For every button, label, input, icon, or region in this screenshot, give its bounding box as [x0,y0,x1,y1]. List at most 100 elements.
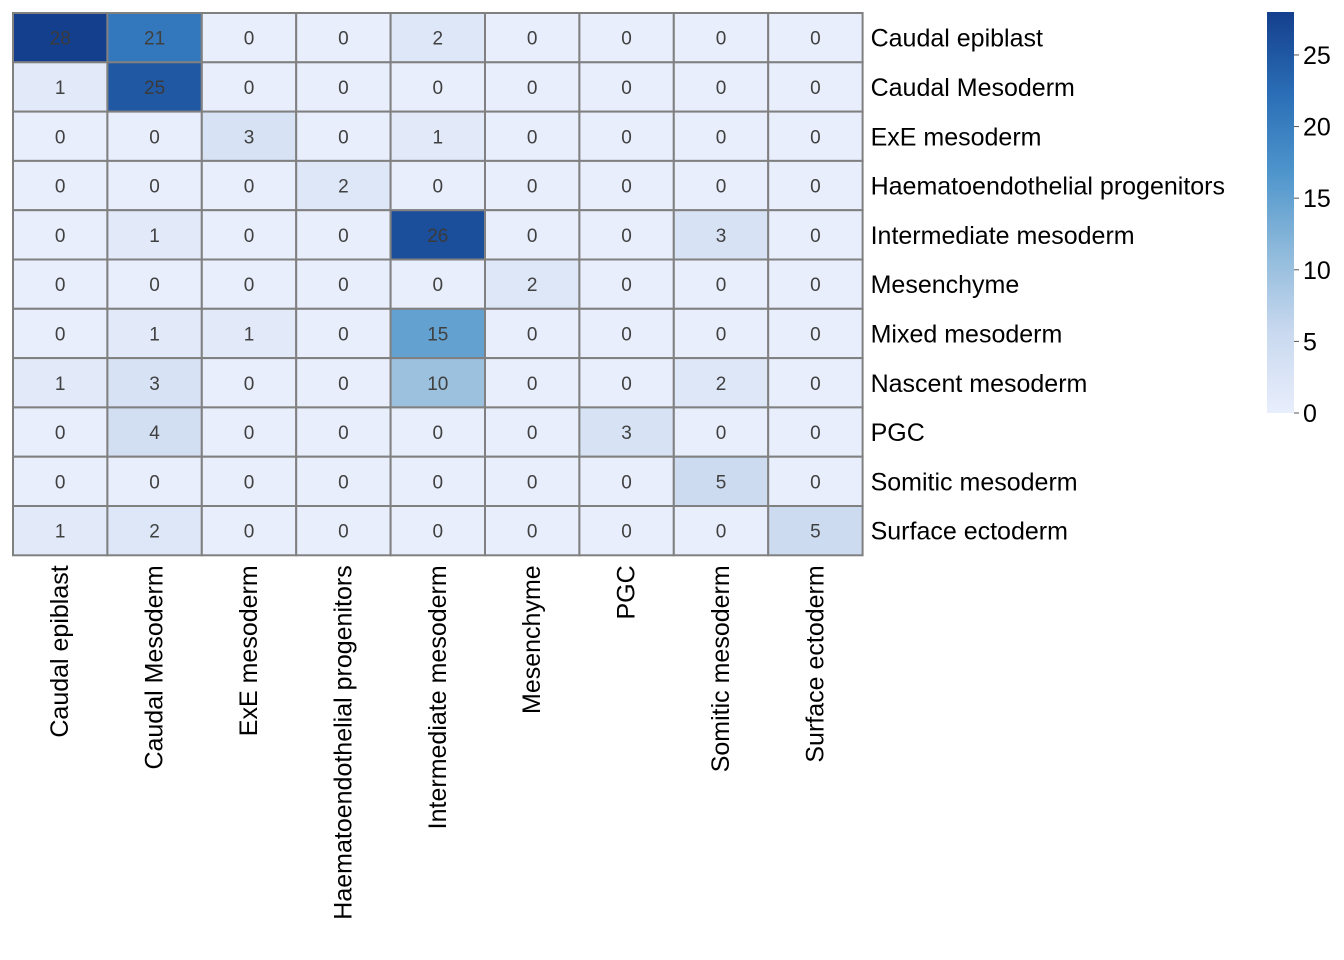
cell-value-label: 3 [621,423,632,444]
cell-value-label: 0 [149,177,160,198]
cell-value-label: 0 [527,374,538,395]
column-label: Caudal Mesoderm [141,565,169,769]
cell-value-label: 5 [716,472,727,493]
column-label: ExE mesoderm [235,565,263,736]
heatmap-cell [578,406,675,458]
heatmap-cell [672,61,770,113]
heatmap-cell [200,61,298,113]
cell-value-label: 0 [338,522,349,543]
heatmap-cell [484,505,581,557]
heatmap-cell [578,455,675,508]
column-label: Intermediate mesoderm [424,565,452,829]
cell-value-label: 0 [244,29,255,50]
cell-value-label: 0 [433,78,444,99]
heatmap-cell [12,12,109,64]
cell-value-label: 0 [621,522,632,543]
cell-value-label: 0 [621,226,632,247]
cell-value-label: 0 [244,374,255,395]
cell-value-label: 2 [433,29,444,50]
cell-value-label: 0 [433,177,444,198]
cell-value-label: 3 [716,226,727,247]
cell-value-label: 0 [338,29,349,50]
cell-value-label: 1 [149,226,160,247]
cell-value-label: 0 [621,177,632,198]
cell-value-label: 4 [149,423,160,444]
cell-value-label: 0 [244,423,255,444]
cell-value-label: 0 [55,226,66,247]
heatmap-cell [389,357,487,409]
heatmap-cell [484,209,581,261]
cell-value-label: 0 [527,29,538,50]
cell-value-label: 0 [338,324,349,345]
cell-value-label: 2 [149,522,160,543]
heatmap-cell [12,258,109,310]
cell-value-label: 0 [244,177,255,198]
cell-value-label: 0 [433,275,444,296]
cell-value-label: 1 [55,522,66,543]
cell-value-label: 0 [716,177,727,198]
heatmap-cell [12,406,109,458]
cell-value-label: 0 [149,472,160,493]
cell-value-label: 0 [716,324,727,345]
heatmap-cell [389,110,487,162]
heatmap-cell [578,505,675,557]
colorbar-tick-label: 25 [1303,42,1331,70]
heatmap-cell [295,406,392,458]
cell-value-label: 1 [55,374,66,395]
cell-value-label: 0 [527,522,538,543]
heatmap-cell [767,159,864,212]
cell-value-label: 0 [433,423,444,444]
cell-value-label: 0 [810,374,821,395]
cell-value-label: 28 [50,29,71,50]
heatmap-cell [106,12,203,64]
cell-value-label: 0 [810,275,821,296]
cell-value-label: 0 [527,127,538,148]
row-labels: Caudal epiblast Caudal Mesoderm ExE mesode… [871,25,1225,546]
cell-value-label: 0 [810,423,821,444]
row-label: Intermediate mesoderm [871,222,1135,250]
column-label: Mesenchyme [518,565,546,714]
cell-value-label: 0 [621,275,632,296]
heatmap-cell [389,61,487,113]
heatmap-cell [484,357,581,409]
cell-value-label: 1 [149,324,160,345]
cell-value-label: 0 [810,226,821,247]
heatmap-cell [106,258,203,310]
heatmap-cell [12,505,109,557]
cell-value-label: 1 [244,324,255,345]
heatmap-cell [200,406,298,458]
heatmap-cell [672,12,770,64]
heatmap-cell [389,258,487,310]
heatmap-cell [106,110,203,162]
row-label: Caudal epiblast [871,25,1043,53]
cell-value-label: 0 [716,29,727,50]
cell-value-label: 0 [716,423,727,444]
heatmap-cell [578,307,675,360]
heatmap-cell [672,258,770,310]
cell-value-label: 0 [338,127,349,148]
cell-value-label: 0 [55,472,66,493]
heatmap-cell [106,307,203,360]
heatmap-cell [106,159,203,212]
heatmap-cell [389,307,487,360]
cell-value-label: 0 [527,226,538,247]
cell-value-label: 0 [527,78,538,99]
heatmap-cell [295,455,392,508]
heatmap-cell-labels: 28 21 0 0 2 0 0 0 01 25 0 0 0 0 0 0 00 0 3 0 1 0 0 0 00 0 0 2 0 0 0 0 00… [50,29,821,543]
heatmap-cell [767,61,864,113]
cell-value-label: 0 [244,472,255,493]
colorbar-tick-label: 15 [1303,185,1331,213]
column-label: Haematoendothelial progenitors [329,565,357,919]
row-label: Mesenchyme [871,271,1020,299]
cell-value-label: 3 [149,374,160,395]
heatmap-cell [389,505,487,557]
cell-value-label: 0 [55,275,66,296]
cell-value-label: 0 [244,275,255,296]
heatmap-cell [12,110,109,162]
cell-value-label: 0 [716,522,727,543]
cell-value-label: 0 [433,522,444,543]
column-labels: Caudal epiblast Caudal Mesoderm ExE mesode… [46,565,829,919]
cell-value-label: 0 [55,423,66,444]
column-label: Caudal epiblast [46,565,74,737]
column-label: Surface ectoderm [801,565,829,762]
